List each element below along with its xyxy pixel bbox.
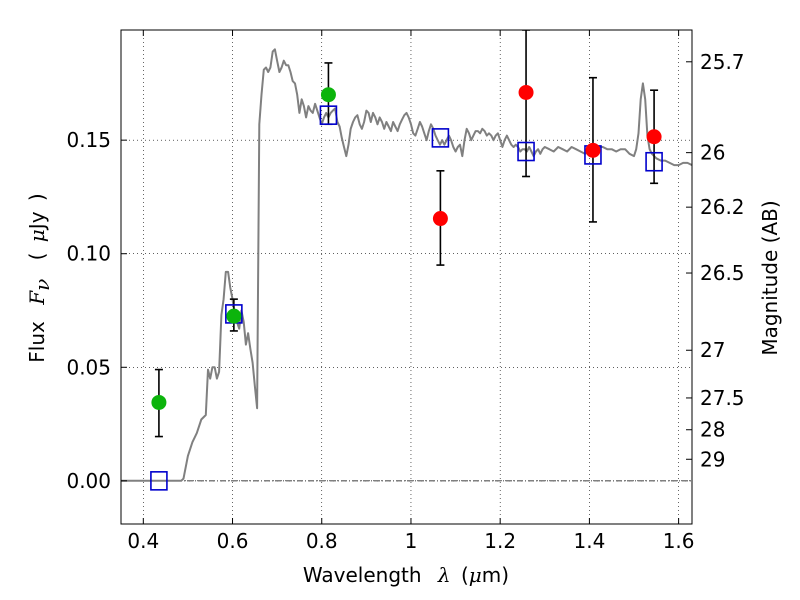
y-axis-unit-rest: Jy (25, 211, 49, 231)
model-box-marker (319, 105, 338, 125)
red-point (585, 142, 601, 158)
green-point (226, 308, 242, 324)
y-tick-label: 0.15 (66, 128, 111, 152)
x-tick-label: 1.2 (484, 529, 516, 553)
y2-tick-label: 26 (700, 141, 725, 165)
green-point (151, 394, 167, 410)
y-axis-unit-mu: μ (25, 229, 49, 242)
y2-tick-label: 27 (700, 338, 725, 362)
y2-tick-label: 28 (700, 418, 725, 442)
x-axis-title: Wavelength λ (μm) (303, 563, 509, 587)
y-tick-label: 0.05 (66, 355, 111, 379)
y-tick-label: 0.00 (66, 469, 111, 493)
error-bars (154, 30, 659, 438)
red-point (646, 129, 662, 145)
axis-ticks (121, 30, 692, 524)
data-markers (150, 84, 663, 491)
y-axis-symbol: F (25, 290, 49, 306)
y-axis-unit-open: ( (25, 253, 49, 261)
y2-tick-label: 29 (700, 447, 725, 471)
red-point (432, 211, 448, 227)
grid (121, 30, 692, 524)
x-tick-label: 0.6 (217, 529, 249, 553)
x-tick-label: 0.8 (306, 529, 338, 553)
y2-tick-label: 27.5 (700, 386, 745, 410)
y-axis-subscript: ν (30, 279, 54, 291)
x-tick-label: 1.6 (663, 529, 695, 553)
green-point (320, 87, 336, 103)
model-box-marker (431, 128, 450, 148)
tick-labels: 0.4 0.6 0.8 1 1.2 1.4 1.6 0.00 0.05 0.10 0.15 25.7 2… (66, 50, 744, 553)
y2-tick-label: 25.7 (700, 50, 745, 74)
plot-frame (120, 29, 693, 525)
x-tick-label: 1 (405, 529, 418, 553)
y-axis-unit-close: ) (25, 193, 49, 201)
plot-area (121, 30, 692, 482)
y-tick-label: 0.10 (66, 242, 111, 266)
model-box-marker (645, 151, 663, 172)
x-axis-title-text: Wavelength (303, 563, 422, 587)
red-point (518, 84, 534, 100)
x-axis-unit-mu: μ (469, 563, 482, 587)
y2-tick-label: 26.5 (700, 261, 745, 285)
y-axis-title: Flux Fν ( μJy ) (25, 193, 54, 362)
y2-axis-title: Magnitude (AB) (758, 200, 782, 355)
model-box-marker (150, 471, 168, 491)
x-tick-label: 0.4 (127, 529, 159, 553)
model-box-marker (517, 141, 535, 162)
x-axis-symbol: λ (437, 563, 451, 587)
x-tick-label: 1.4 (573, 529, 605, 553)
spectrum-line (121, 48, 692, 482)
x-axis-unit-open: ( (461, 563, 469, 587)
x-axis-unit-rest: m) (482, 563, 509, 587)
y2-tick-label: 26.2 (700, 195, 745, 219)
y-axis-title-text: Flux (25, 321, 49, 363)
